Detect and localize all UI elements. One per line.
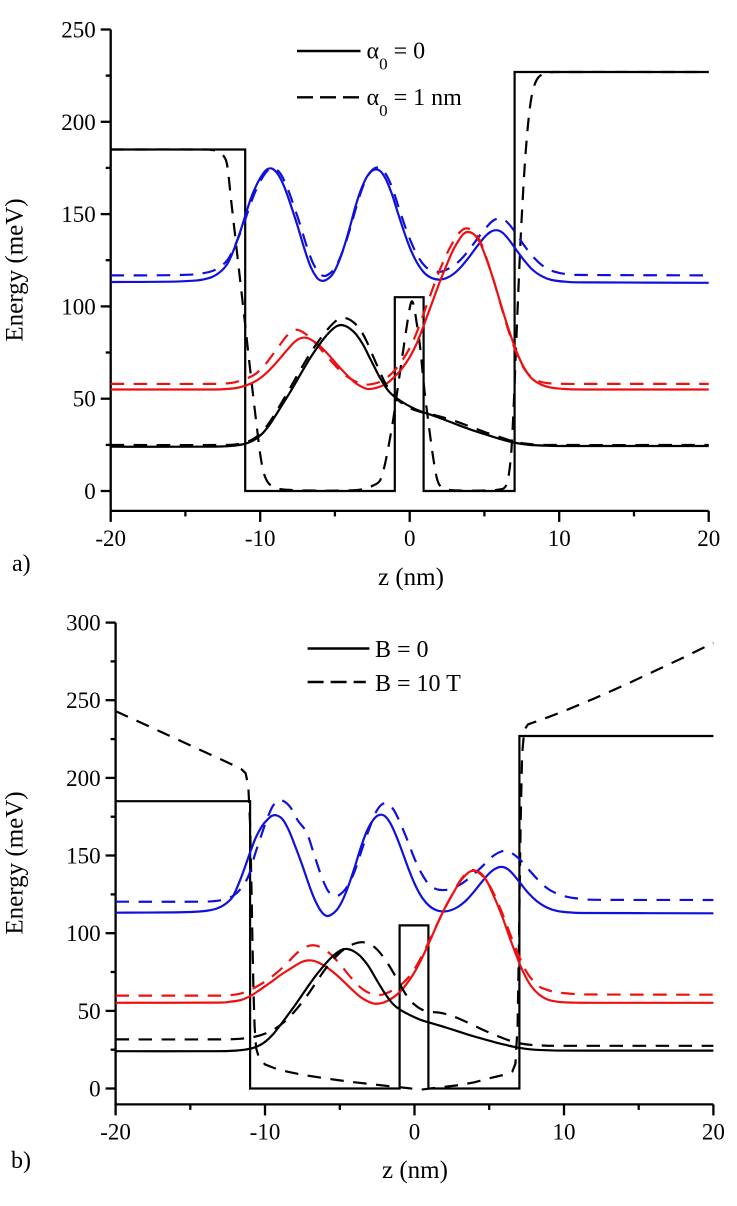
svg-text:20: 20 [702,1119,725,1144]
svg-text:300: 300 [66,611,101,636]
svg-text:-20: -20 [100,1119,131,1144]
svg-text:z (nm): z (nm) [382,1157,448,1184]
svg-text:200: 200 [61,110,96,135]
svg-text:50: 50 [73,387,96,412]
svg-text:20: 20 [697,526,720,551]
svg-text:Energy (meV): Energy (meV) [2,791,29,934]
svg-text:0: 0 [404,526,416,551]
svg-text:B = 0: B = 0 [375,637,429,663]
svg-text:150: 150 [61,202,96,227]
svg-text:b): b) [11,1148,31,1174]
svg-text:-10: -10 [245,526,276,551]
svg-text:0: 0 [89,1077,101,1102]
svg-text:z (nm): z (nm) [378,564,444,591]
svg-text:B = 10 T: B = 10 T [375,671,461,697]
svg-text:250: 250 [66,688,101,713]
svg-text:-10: -10 [250,1119,281,1144]
svg-text:150: 150 [66,844,101,869]
svg-text:50: 50 [78,999,101,1024]
svg-text:10: 10 [548,526,571,551]
svg-text:0: 0 [84,479,96,504]
svg-text:-20: -20 [95,526,126,551]
svg-text:0: 0 [409,1119,421,1144]
svg-text:Energy (meV): Energy (meV) [2,198,29,341]
svg-text:a): a) [12,551,31,577]
svg-text:250: 250 [61,18,96,43]
svg-text:200: 200 [66,766,101,791]
svg-text:100: 100 [61,294,96,319]
svg-text:10: 10 [553,1119,576,1144]
svg-text:100: 100 [66,921,101,946]
